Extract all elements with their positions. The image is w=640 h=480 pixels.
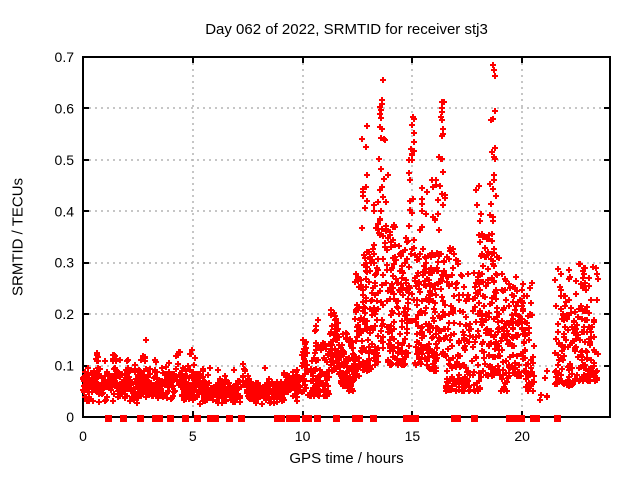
x-tick-label: 15 [405, 428, 421, 444]
x-tick-label: 20 [514, 428, 530, 444]
x-tick-label: 10 [295, 428, 311, 444]
y-tick-label: 0.5 [55, 152, 75, 168]
scatter-points [80, 62, 601, 407]
x-tick-label: 5 [189, 428, 197, 444]
plot-frame [82, 56, 611, 418]
y-axis-label: SRMTID / TECUs [9, 177, 27, 297]
axis-ticks [82, 56, 610, 418]
y-tick-label: 0.2 [55, 306, 75, 322]
y-tick-label: 0.1 [55, 358, 75, 374]
y-tick-label: 0 [66, 409, 74, 425]
grid-lines [83, 57, 610, 417]
x-tick-label: 0 [79, 428, 87, 444]
y-tick-label: 0.7 [55, 49, 75, 65]
zero-value-markers [105, 415, 561, 422]
x-axis-label: GPS time / hours [289, 450, 404, 467]
chart-title: Day 062 of 2022, SRMTID for receiver stj… [205, 21, 488, 38]
y-tick-label: 0.6 [55, 100, 75, 116]
y-tick-label: 0.4 [55, 203, 75, 219]
y-tick-label: 0.3 [55, 255, 75, 271]
